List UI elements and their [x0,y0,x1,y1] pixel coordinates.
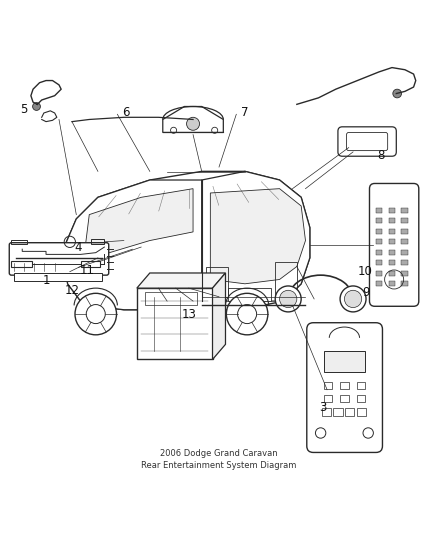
Bar [389,271,396,276]
Polygon shape [212,273,226,359]
Bar [389,281,396,286]
Bar [375,281,382,286]
Circle shape [187,117,200,130]
Circle shape [340,286,366,312]
Polygon shape [163,107,223,132]
Polygon shape [137,288,212,359]
Circle shape [32,103,40,110]
Bar [402,218,408,223]
Bar [340,395,349,402]
Polygon shape [64,172,310,310]
Bar [324,382,332,389]
Circle shape [75,293,117,335]
Circle shape [275,286,301,312]
Text: 5: 5 [20,103,27,116]
Bar [389,249,396,255]
Circle shape [226,293,268,335]
Bar [402,281,408,286]
Bar [389,218,396,223]
Polygon shape [137,273,226,288]
Text: 7: 7 [241,107,249,119]
Bar [402,271,408,276]
Text: 13: 13 [181,308,196,320]
FancyBboxPatch shape [338,127,396,156]
Text: 2006 Dodge Grand Caravan
Rear Entertainment System Diagram: 2006 Dodge Grand Caravan Rear Entertainm… [141,449,297,470]
Text: 8: 8 [378,149,385,162]
Bar [402,260,408,265]
Text: 11: 11 [80,264,95,277]
FancyBboxPatch shape [307,322,382,453]
Bar [402,229,408,234]
Circle shape [393,89,402,98]
Bar [375,229,382,234]
Bar [322,408,332,416]
Text: 4: 4 [75,240,82,254]
Polygon shape [228,288,271,301]
Bar [389,229,396,234]
Bar [389,260,396,265]
Polygon shape [64,180,202,310]
Circle shape [279,290,297,308]
Text: 6: 6 [122,106,130,119]
Text: 10: 10 [358,265,373,278]
Polygon shape [210,189,305,284]
Bar [389,239,396,245]
Bar [357,382,365,389]
Circle shape [344,290,362,308]
Bar [402,239,408,245]
Bar [375,208,382,213]
Text: 12: 12 [64,284,79,297]
Bar [375,249,382,255]
Bar [389,208,396,213]
Text: 9: 9 [362,286,370,299]
Bar [375,218,382,223]
FancyBboxPatch shape [370,183,419,306]
Bar [340,382,349,389]
Bar [333,408,343,416]
Bar [375,271,382,276]
Polygon shape [324,351,365,373]
Bar [357,395,365,402]
Bar [357,408,366,416]
Bar [375,239,382,245]
Polygon shape [202,172,310,301]
Bar [402,249,408,255]
Polygon shape [85,189,193,254]
Text: 3: 3 [319,400,326,414]
Polygon shape [14,273,102,281]
Bar [324,395,332,402]
Bar [375,260,382,265]
Bar [345,408,354,416]
Bar [402,208,408,213]
Text: 1: 1 [42,274,50,287]
FancyBboxPatch shape [9,243,109,275]
